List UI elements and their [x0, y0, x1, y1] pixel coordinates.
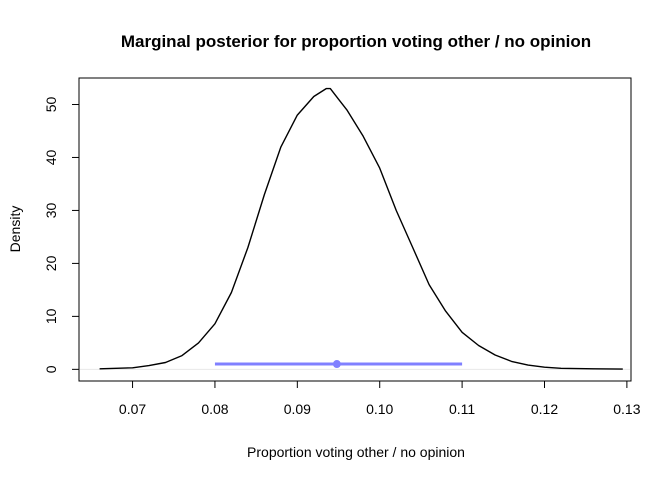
- x-tick-label: 0.07: [119, 401, 146, 417]
- x-tick-label: 0.09: [284, 401, 311, 417]
- x-tick-label: 0.13: [613, 401, 640, 417]
- y-tick-label: 20: [43, 255, 59, 271]
- x-axis-label: Proportion voting other / no opinion: [247, 444, 465, 460]
- x-tick-label: 0.11: [449, 401, 475, 417]
- x-tick-label: 0.12: [531, 401, 558, 417]
- y-axis: 0 10 20 30 40 50: [43, 96, 79, 373]
- y-tick-label: 0: [43, 365, 59, 373]
- plot-area: [78, 77, 632, 382]
- point-estimate-marker: [332, 360, 341, 369]
- y-tick-label: 50: [43, 96, 59, 112]
- y-tick-label: 40: [43, 149, 59, 165]
- plot-frame: [78, 77, 632, 382]
- y-tick-label: 30: [43, 202, 59, 218]
- x-axis: 0.07 0.08 0.09 0.10 0.11 0.12 0.13: [119, 381, 641, 417]
- x-tick-label: 0.08: [201, 401, 228, 417]
- x-tick-label: 0.10: [366, 401, 393, 417]
- chart-title: Marginal posterior for proportion voting…: [121, 32, 591, 51]
- y-tick-label: 10: [43, 308, 59, 324]
- density-curve: [99, 87, 623, 370]
- y-axis-label: Density: [7, 206, 23, 253]
